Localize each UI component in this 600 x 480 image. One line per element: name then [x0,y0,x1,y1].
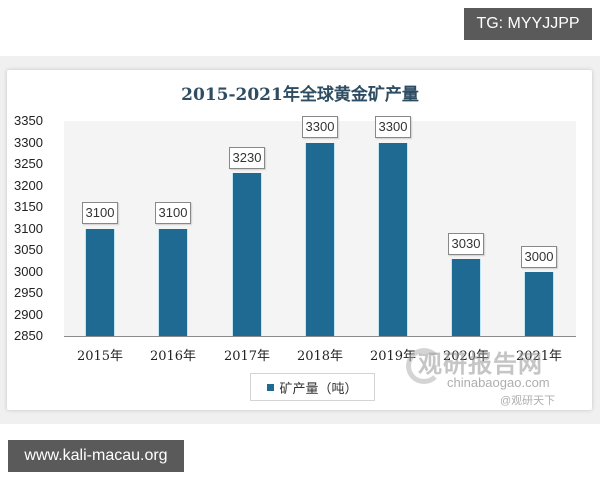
y-tick: 2900 [14,306,43,322]
watermark-brand-cn: 观研报告网 [418,351,543,378]
x-tick: 2020年 [442,349,490,364]
value-label: 3300 [375,116,411,138]
x-tick: 2019年 [369,349,417,364]
bar-2020 [451,258,481,336]
chart-legend: 矿产量（吨） [250,373,375,401]
bar-2016 [158,228,188,336]
value-label: 3300 [302,116,338,138]
legend-swatch-icon [267,383,275,391]
bar-2019 [378,142,408,336]
value-label: 3030 [448,233,484,255]
tg-badge: TG: MYYJJPP [464,8,592,40]
x-tick: 2018年 [296,349,344,364]
watermark-user: @观研天下 [500,395,556,407]
x-tick: 2015年 [76,349,124,364]
watermark-logo-icon [406,348,442,384]
legend-label: 矿产量（吨） [279,381,358,397]
y-tick: 3050 [14,242,43,257]
y-tick: 2850 [14,328,43,343]
x-axis-line [64,336,576,337]
y-tick: 3100 [14,220,43,236]
y-tick: 3250 [14,156,43,171]
bar-2015 [85,228,115,336]
y-tick: 2950 [14,285,43,300]
y-tick: 3350 [14,113,43,128]
watermark-brand-en: chinabaogao.com [447,375,550,390]
y-tick: 3300 [14,134,43,150]
y-tick: 3200 [14,177,43,193]
bar-2017 [232,172,262,336]
x-tick: 2021年 [515,349,563,364]
y-tick: 3000 [14,263,43,279]
x-tick: 2017年 [223,349,271,364]
bar-2021 [524,271,554,336]
value-label: 3230 [229,147,265,169]
bar-2018 [305,142,335,336]
x-tick: 2016年 [149,349,197,364]
chart-title: 2015-2021年全球黄金矿产量 [181,85,419,105]
value-label: 3100 [82,202,118,224]
url-badge: www.kali-macau.org [8,440,184,472]
y-tick: 3150 [14,199,43,214]
value-label: 3000 [521,246,557,268]
value-label: 3100 [155,202,191,224]
